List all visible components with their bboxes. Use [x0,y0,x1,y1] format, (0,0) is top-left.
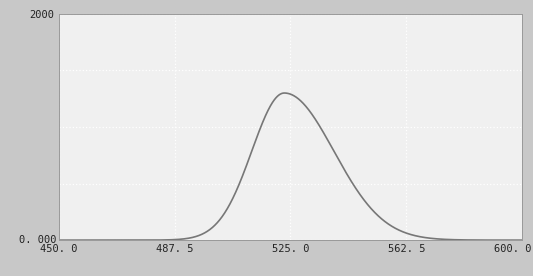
Text: 0. 000: 0. 000 [19,235,56,245]
